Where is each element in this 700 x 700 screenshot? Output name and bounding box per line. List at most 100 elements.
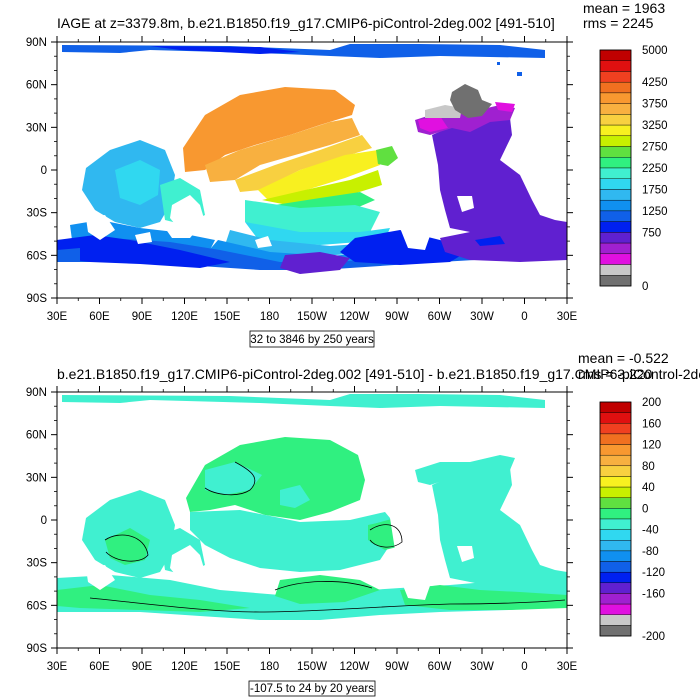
panel-bottom-axes: 30E 60E 90E 120E 150E 180 150W 120W 90W 60W 30W 0 30… [26,386,578,673]
x-tick-label: 60W [428,661,452,673]
panel-top-axes: 30E 60E 90E 120E 150E 180 150W 120W 90W 60W 30W 0 30… [26,36,578,323]
x-tick-label: 150W [297,311,327,323]
colorbar-swatch [599,444,632,456]
panel-top: IAGE at z=3379.8m, b.e21.B1850.f19_g17.C… [26,0,668,348]
panel-bottom-colorbar: 200 160 120 80 40 0 -40 -80 -120 -160 -200 [599,397,665,643]
x-tick-label: 150E [214,311,241,323]
panel-bottom-rms: rms = 3.220 [578,366,653,382]
colorbar-swatch [599,71,632,83]
colorbar-swatch [599,124,632,137]
colorbar-swatch [599,49,632,61]
colorbar-swatch [599,210,632,222]
colorbar-label: 2750 [642,142,668,154]
colorbar-swatch [599,275,632,287]
panel-bottom-caption: -107.5 to 24 by 20 years [248,680,376,697]
colorbar-swatch [599,264,632,276]
colorbar-swatch [599,465,632,477]
x-tick-label: 90E [132,661,153,673]
x-tick-label: 30W [470,661,494,673]
colorbar-swatch [599,146,632,158]
colorbar-swatch [599,221,632,233]
x-tick-label: 90W [385,661,409,673]
colorbar-swatch [599,401,632,413]
colorbar-label: 0 [642,281,648,293]
x-tick-label: 60E [89,311,110,323]
panel-top-map [57,44,567,274]
colorbar-swatch [599,412,632,424]
colorbar-label: 3750 [642,99,668,111]
colorbar-label: 0 [642,503,648,515]
panel-top-rms: rms = 2245 [583,15,654,31]
colorbar-label: 120 [642,440,661,452]
colorbar-label: 4250 [642,77,668,89]
colorbar-label: -160 [642,588,665,600]
colorbar-frame [599,401,632,637]
colorbar-label: -80 [642,546,659,558]
colorbar-swatch [599,540,632,552]
y-tick-label: 60N [26,80,47,92]
y-tick-label: 60S [27,250,48,262]
colorbar-swatch [599,92,632,104]
x-tick-label: 0 [521,311,527,323]
colorbar-swatch [599,486,632,498]
colorbar-label: 200 [642,397,661,409]
y-tick-label: 0 [41,165,47,177]
y-tick-label: 30S [27,558,48,570]
colorbar-swatch [599,135,632,147]
colorbar-swatch [599,114,632,126]
colorbar-swatch [599,603,632,615]
colorbar-swatch [599,178,632,190]
x-tick-label: 30E [47,311,68,323]
panel-bottom: b.e21.B1850.f19_g17.CMIP6-piControl-2deg… [26,350,700,697]
colorbar-swatch [599,157,632,169]
x-tick-label: 30E [557,311,578,323]
x-tick-label: 150E [214,661,241,673]
panel-top-mean: mean = 1963 [583,0,665,16]
colorbar-label: 40 [642,482,655,494]
x-tick-label: 180 [260,311,279,323]
colorbar-label: -120 [642,567,665,579]
panel-top-title: IAGE at z=3379.8m, b.e21.B1850.f19_g17.C… [57,15,555,31]
colorbar-label: 5000 [642,45,668,57]
y-tick-label: 90S [27,643,48,655]
y-tick-label: 30S [27,208,48,220]
colorbar-swatch [599,81,632,94]
y-tick-label: 0 [41,515,47,527]
colorbar-swatch [599,253,632,265]
colorbar-label: -200 [642,631,665,643]
colorbar-swatch [599,199,632,212]
panel-top-colorbar: 5000 4250 3750 3250 2750 2250 1750 1250 750 0 [599,45,668,293]
panel-bottom-title: b.e21.B1850.f19_g17.CMIP6-piControl-2deg… [57,366,700,382]
y-tick-label: 30N [26,122,47,134]
colorbar-label: 1750 [642,184,668,196]
colorbar-label: 1250 [642,206,668,218]
colorbar-swatch [599,561,632,573]
panel-top-caption-text: 32 to 3846 by 250 years [250,334,374,346]
panel-bottom-caption-text: -107.5 to 24 by 20 years [250,683,374,695]
panel-bottom-map [57,394,567,620]
colorbar-swatch [599,582,632,594]
colorbar-swatch [599,476,632,488]
colorbar-swatch [599,189,632,201]
colorbar-swatch [599,60,632,72]
x-tick-label: 30W [470,311,494,323]
x-tick-label: 120E [171,661,198,673]
colorbar-label: 3250 [642,120,668,132]
colorbar-swatch [599,614,632,626]
colorbar-swatch [599,518,632,530]
arctic-band [62,44,545,58]
colorbar-label: -40 [642,525,659,537]
panel-bottom-mean: mean = -0.522 [578,350,669,366]
x-tick-label: 0 [521,661,527,673]
x-tick-label: 90W [385,311,409,323]
colorbar-label: 80 [642,461,655,473]
x-tick-label: 150W [297,661,327,673]
x-tick-label: 60W [428,311,452,323]
colorbar-swatch [599,454,632,467]
colorbar-swatch [599,103,632,115]
y-tick-label: 60N [26,430,47,442]
colorbar-swatch [599,497,632,509]
x-tick-label: 90E [132,311,153,323]
x-tick-label: 30E [557,661,578,673]
